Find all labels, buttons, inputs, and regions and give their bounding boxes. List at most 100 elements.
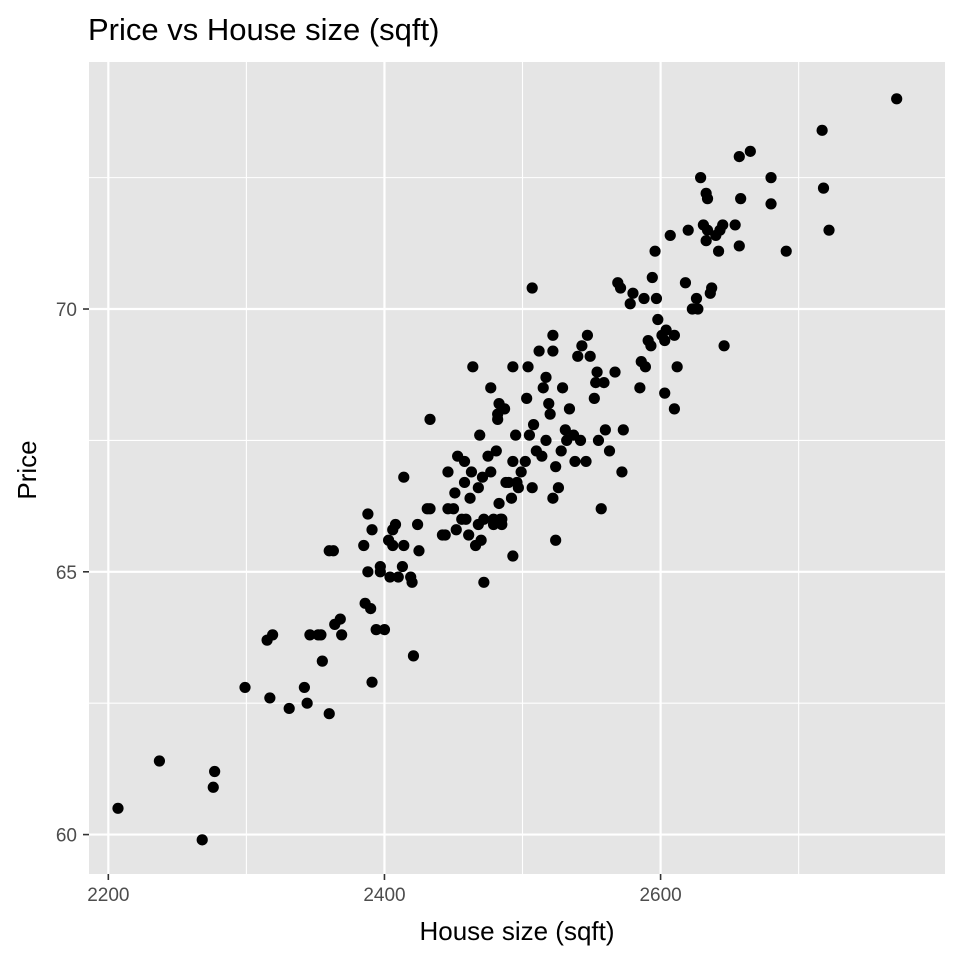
data-point [718, 340, 730, 352]
data-point [374, 560, 386, 573]
data-point [507, 361, 519, 373]
data-point [515, 466, 527, 478]
x-axis-title: House size (sqft) [419, 916, 614, 946]
data-point [729, 219, 741, 231]
data-point [650, 292, 663, 305]
data-point [533, 345, 545, 357]
data-point [112, 802, 124, 814]
data-point [458, 476, 471, 489]
data-point [526, 482, 538, 494]
data-point [765, 198, 777, 210]
data-point [507, 550, 519, 562]
data-point [527, 419, 540, 431]
data-point [536, 450, 548, 462]
data-point [523, 429, 536, 441]
data-point [482, 450, 494, 462]
x-tick-label: 2400 [363, 885, 405, 906]
data-point [624, 298, 636, 310]
data-point [590, 376, 602, 389]
data-point [465, 466, 478, 478]
data-point [701, 193, 714, 205]
data-point [692, 303, 704, 315]
data-point [209, 765, 221, 778]
data-point [503, 476, 515, 489]
data-point [460, 513, 472, 525]
data-point [442, 466, 454, 478]
data-point [603, 445, 616, 457]
data-point [645, 340, 657, 352]
data-point [413, 545, 425, 557]
data-point [493, 497, 505, 510]
x-tick-label: 2600 [639, 885, 681, 906]
data-point [406, 576, 418, 588]
data-point [447, 503, 460, 515]
data-point [550, 534, 562, 546]
data-point [891, 93, 903, 105]
data-point [392, 571, 404, 583]
data-point [315, 629, 327, 641]
data-point [639, 361, 652, 373]
data-point [358, 539, 370, 552]
data-point [316, 655, 328, 667]
data-point [537, 382, 549, 394]
data-point [556, 382, 569, 394]
data-point [476, 471, 489, 483]
x-axis: 2200 2400 2600 [87, 874, 682, 906]
data-point [207, 781, 219, 793]
data-point [695, 172, 707, 184]
data-point [492, 413, 504, 425]
data-point [591, 366, 603, 378]
data-point [424, 503, 436, 515]
y-tick-label: 60 [56, 826, 77, 847]
data-point [634, 382, 646, 394]
data-point [690, 292, 703, 305]
data-point [580, 455, 592, 468]
data-point [496, 518, 508, 531]
data-point [407, 650, 420, 662]
data-points [112, 93, 903, 846]
data-point [574, 434, 587, 447]
grid-major [89, 62, 945, 874]
data-point [649, 245, 661, 257]
data-point [569, 455, 581, 468]
data-point [598, 376, 610, 389]
data-point [592, 434, 605, 447]
data-point [823, 224, 835, 236]
data-point [717, 219, 729, 231]
data-point [659, 387, 671, 399]
data-point [264, 692, 276, 704]
y-tick-label: 65 [56, 563, 77, 584]
data-point [701, 224, 714, 236]
data-point [474, 429, 486, 441]
data-point [366, 676, 378, 688]
data-point [478, 513, 490, 525]
data-point [370, 624, 382, 636]
y-axis-title: Price [12, 440, 42, 499]
data-point [519, 455, 531, 468]
data-point [700, 235, 712, 247]
data-point [475, 534, 487, 546]
data-point [485, 382, 497, 394]
data-point [671, 361, 683, 373]
data-point [659, 334, 671, 347]
data-point [389, 518, 402, 531]
data-point [384, 571, 396, 583]
data-point [463, 529, 475, 541]
data-point [679, 277, 692, 289]
data-point [366, 524, 378, 536]
data-point [547, 329, 559, 341]
data-point [267, 629, 279, 641]
data-point [387, 539, 399, 552]
data-point [334, 613, 346, 625]
data-point [485, 466, 497, 478]
data-point [733, 151, 745, 163]
data-point [559, 424, 571, 436]
data-point [301, 697, 313, 709]
data-point [467, 361, 479, 373]
data-point [588, 392, 600, 404]
data-point [735, 193, 747, 205]
data-point [398, 539, 410, 552]
data-point [706, 282, 718, 294]
data-point [664, 229, 676, 242]
